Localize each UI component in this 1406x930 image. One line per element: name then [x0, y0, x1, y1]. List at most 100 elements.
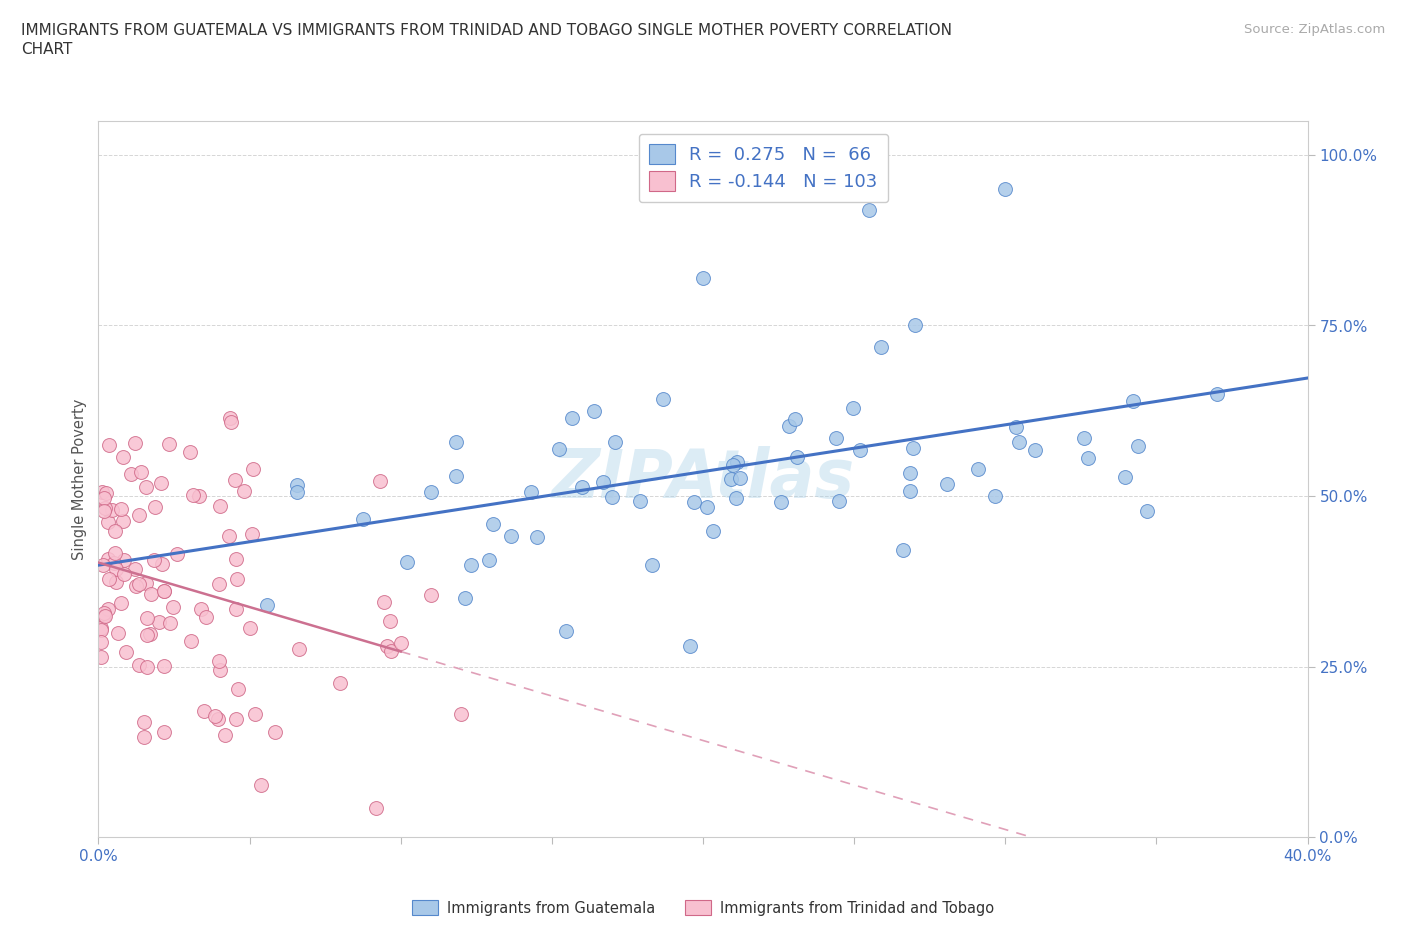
Point [104, 524, 127, 538]
Point [162, 599, 184, 614]
Point [481, 517, 503, 532]
Point [858, 202, 880, 217]
Point [120, 466, 142, 481]
Point [148, 614, 170, 629]
Point [720, 472, 742, 487]
Point [139, 627, 162, 642]
Point [984, 488, 1007, 503]
Point [124, 436, 146, 451]
Point [444, 468, 467, 483]
Point [1073, 431, 1095, 445]
Point [692, 271, 714, 286]
Point [725, 455, 748, 470]
Point [93, 504, 115, 519]
Point [728, 471, 751, 485]
Point [136, 628, 159, 643]
Point [232, 484, 254, 498]
Point [683, 495, 706, 510]
Point [181, 487, 204, 502]
Point [153, 724, 176, 739]
Point [352, 512, 374, 526]
Point [256, 597, 278, 612]
Point [152, 658, 174, 673]
Point [115, 644, 138, 659]
Point [204, 709, 226, 724]
Point [1126, 439, 1149, 454]
Legend: Immigrants from Guatemala, Immigrants from Trinidad and Tobago: Immigrants from Guatemala, Immigrants fr… [406, 895, 1000, 922]
Point [721, 458, 744, 472]
Point [250, 777, 273, 792]
Text: Source: ZipAtlas.com: Source: ZipAtlas.com [1244, 23, 1385, 36]
Point [904, 318, 927, 333]
Point [454, 590, 477, 604]
Point [150, 556, 173, 571]
Point [285, 485, 308, 499]
Point [128, 508, 150, 523]
Point [149, 475, 172, 490]
Point [90, 623, 112, 638]
Point [368, 474, 391, 489]
Point [194, 610, 217, 625]
Point [129, 464, 152, 479]
Point [329, 676, 352, 691]
Point [285, 478, 308, 493]
Point [103, 555, 125, 570]
Point [104, 546, 127, 561]
Point [93, 491, 115, 506]
Point [994, 181, 1017, 196]
Point [420, 588, 443, 603]
Point [560, 410, 582, 425]
Point [190, 602, 212, 617]
Point [128, 658, 150, 672]
Point [1077, 451, 1099, 466]
Point [226, 682, 249, 697]
Point [91, 557, 114, 572]
Point [153, 584, 176, 599]
Point [107, 626, 129, 641]
Point [460, 557, 482, 572]
Point [450, 707, 472, 722]
Point [112, 567, 135, 582]
Point [208, 654, 231, 669]
Point [90, 485, 112, 499]
Point [936, 477, 959, 492]
Point [389, 635, 412, 650]
Point [1122, 394, 1144, 409]
Point [219, 410, 242, 425]
Point [264, 724, 287, 739]
Point [90, 634, 112, 649]
Y-axis label: Single Mother Poverty: Single Mother Poverty [72, 398, 87, 560]
Point [105, 562, 128, 577]
Point [849, 443, 872, 458]
Point [114, 552, 136, 567]
Point [193, 704, 215, 719]
Point [898, 466, 921, 481]
Point [179, 445, 201, 459]
Text: CHART: CHART [21, 42, 73, 57]
Point [166, 547, 188, 562]
Point [125, 578, 148, 593]
Point [592, 474, 614, 489]
Point [1005, 420, 1028, 435]
Point [128, 577, 150, 591]
Point [770, 495, 793, 510]
Point [240, 526, 263, 541]
Point [94, 485, 117, 500]
Point [419, 485, 441, 499]
Point [478, 552, 501, 567]
Point [98, 572, 121, 587]
Point [208, 577, 231, 591]
Point [142, 552, 165, 567]
Point [526, 530, 548, 545]
Point [582, 404, 605, 418]
Point [153, 583, 176, 598]
Point [93, 609, 115, 624]
Point [641, 557, 664, 572]
Point [783, 412, 806, 427]
Point [139, 586, 162, 601]
Point [786, 450, 808, 465]
Point [903, 440, 925, 455]
Point [825, 431, 848, 445]
Point [679, 639, 702, 654]
Point [628, 493, 651, 508]
